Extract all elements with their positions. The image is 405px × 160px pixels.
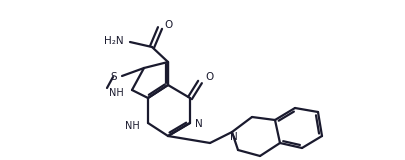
Text: O: O <box>164 20 172 30</box>
Text: N: N <box>230 132 238 142</box>
Text: NH: NH <box>109 88 124 98</box>
Text: H₂N: H₂N <box>104 36 124 46</box>
Text: N: N <box>195 119 203 129</box>
Text: S: S <box>111 72 117 82</box>
Text: O: O <box>205 72 213 82</box>
Text: NH: NH <box>125 121 140 131</box>
